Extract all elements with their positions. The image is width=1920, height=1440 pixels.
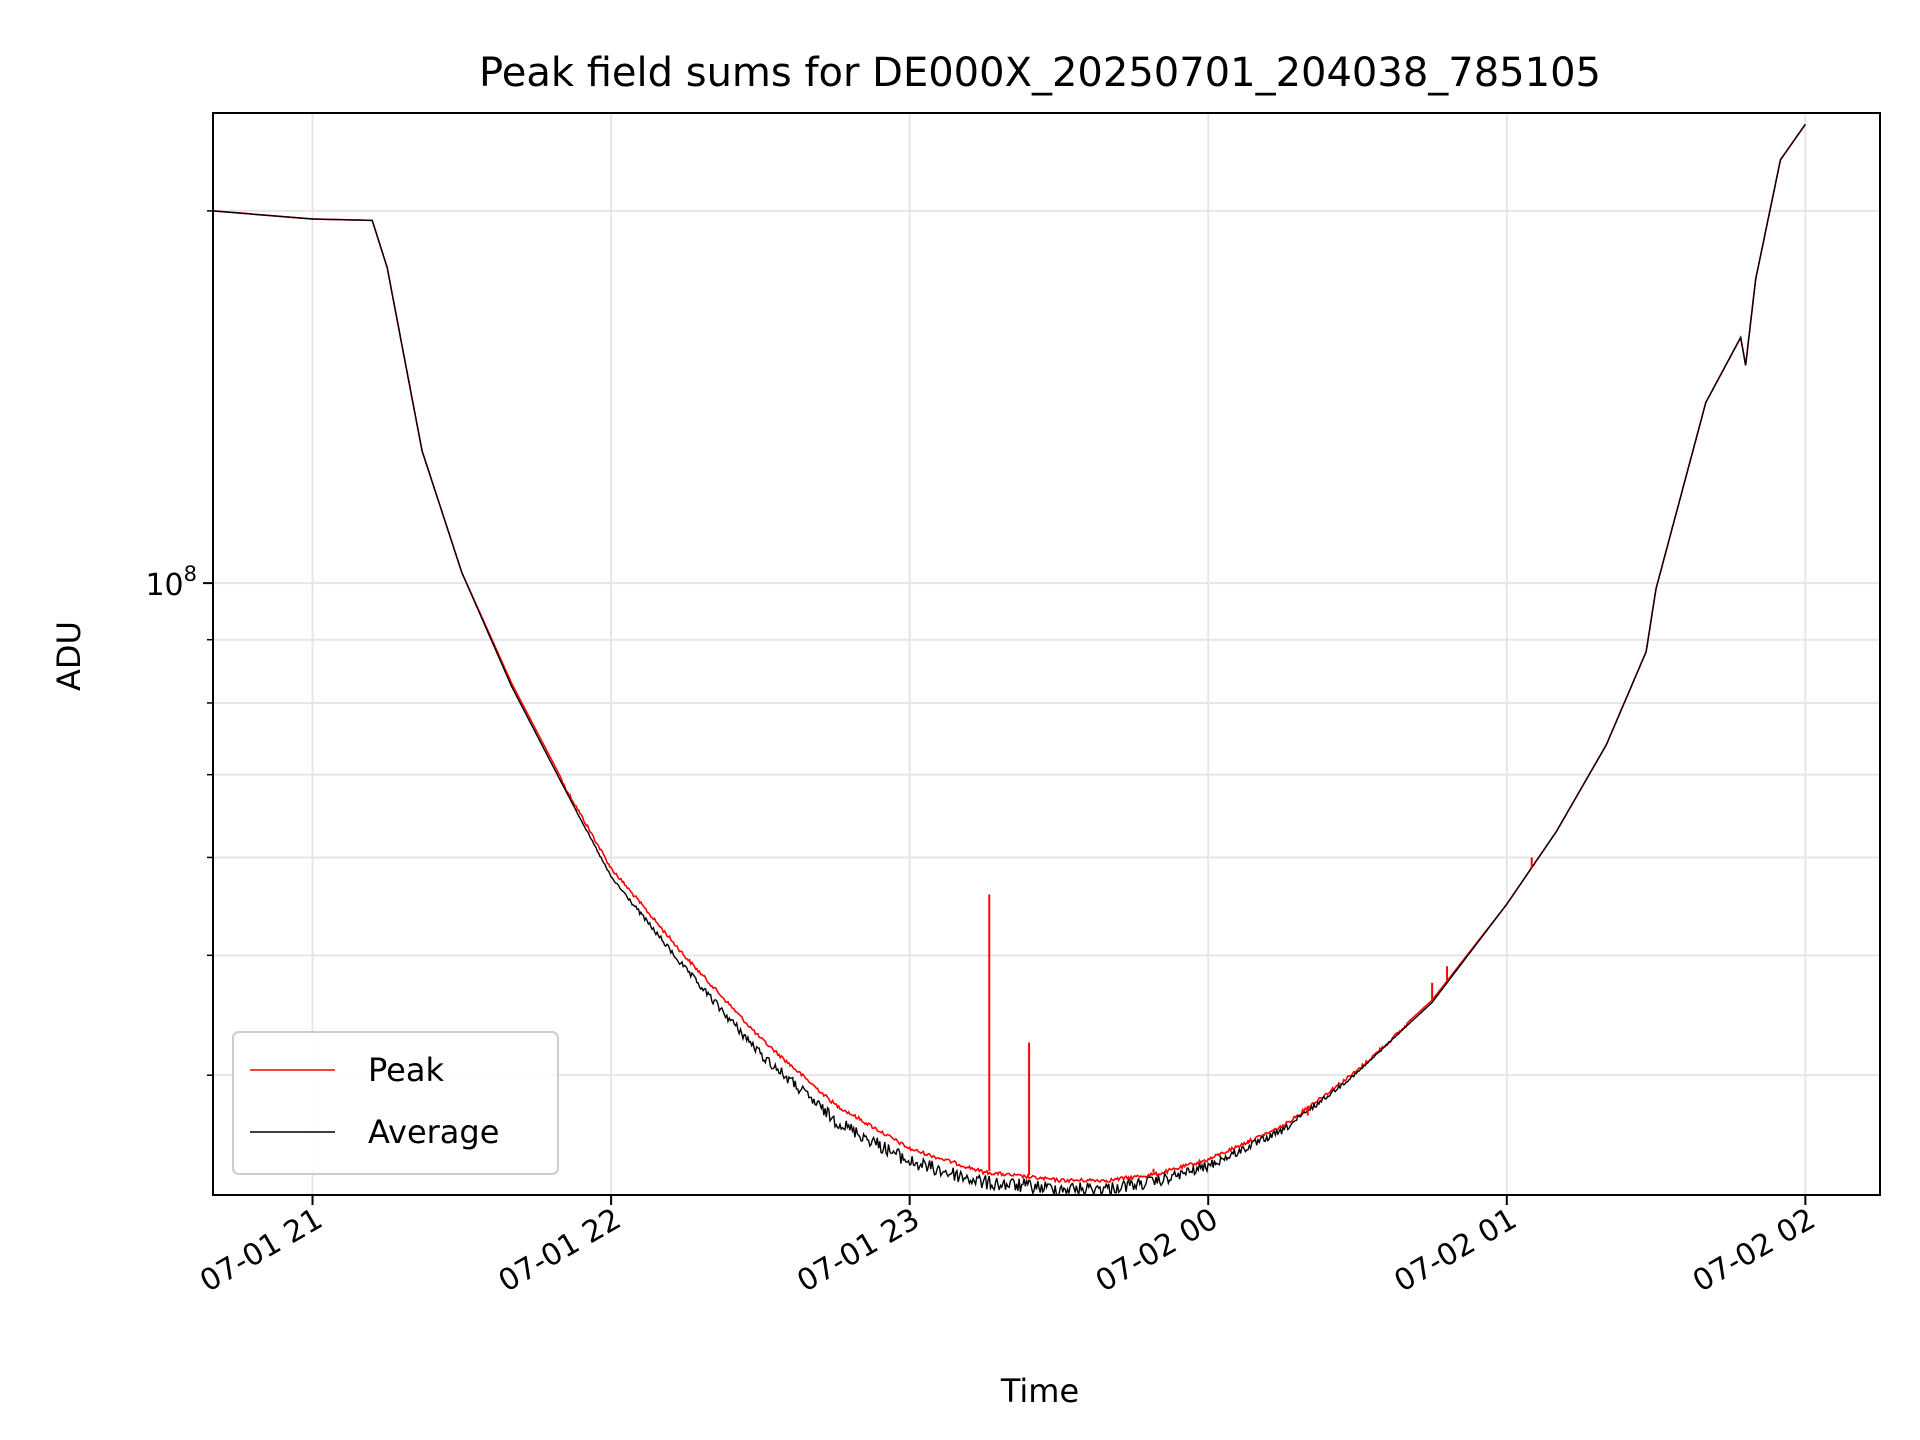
x-axis-label: Time [1000,1372,1079,1410]
legend: Peak Average [232,1031,559,1175]
plot-frame [212,112,1881,1196]
plot-lines [213,123,1807,1195]
y-axis-label: ADU [50,621,88,691]
legend-label-average: Average [368,1113,499,1151]
legend-label-peak: Peak [368,1051,444,1089]
legend-box [232,1031,559,1175]
series-line-average [213,123,1806,1195]
chart-title: Peak field sums for DE000X_20250701_2040… [479,50,1601,96]
